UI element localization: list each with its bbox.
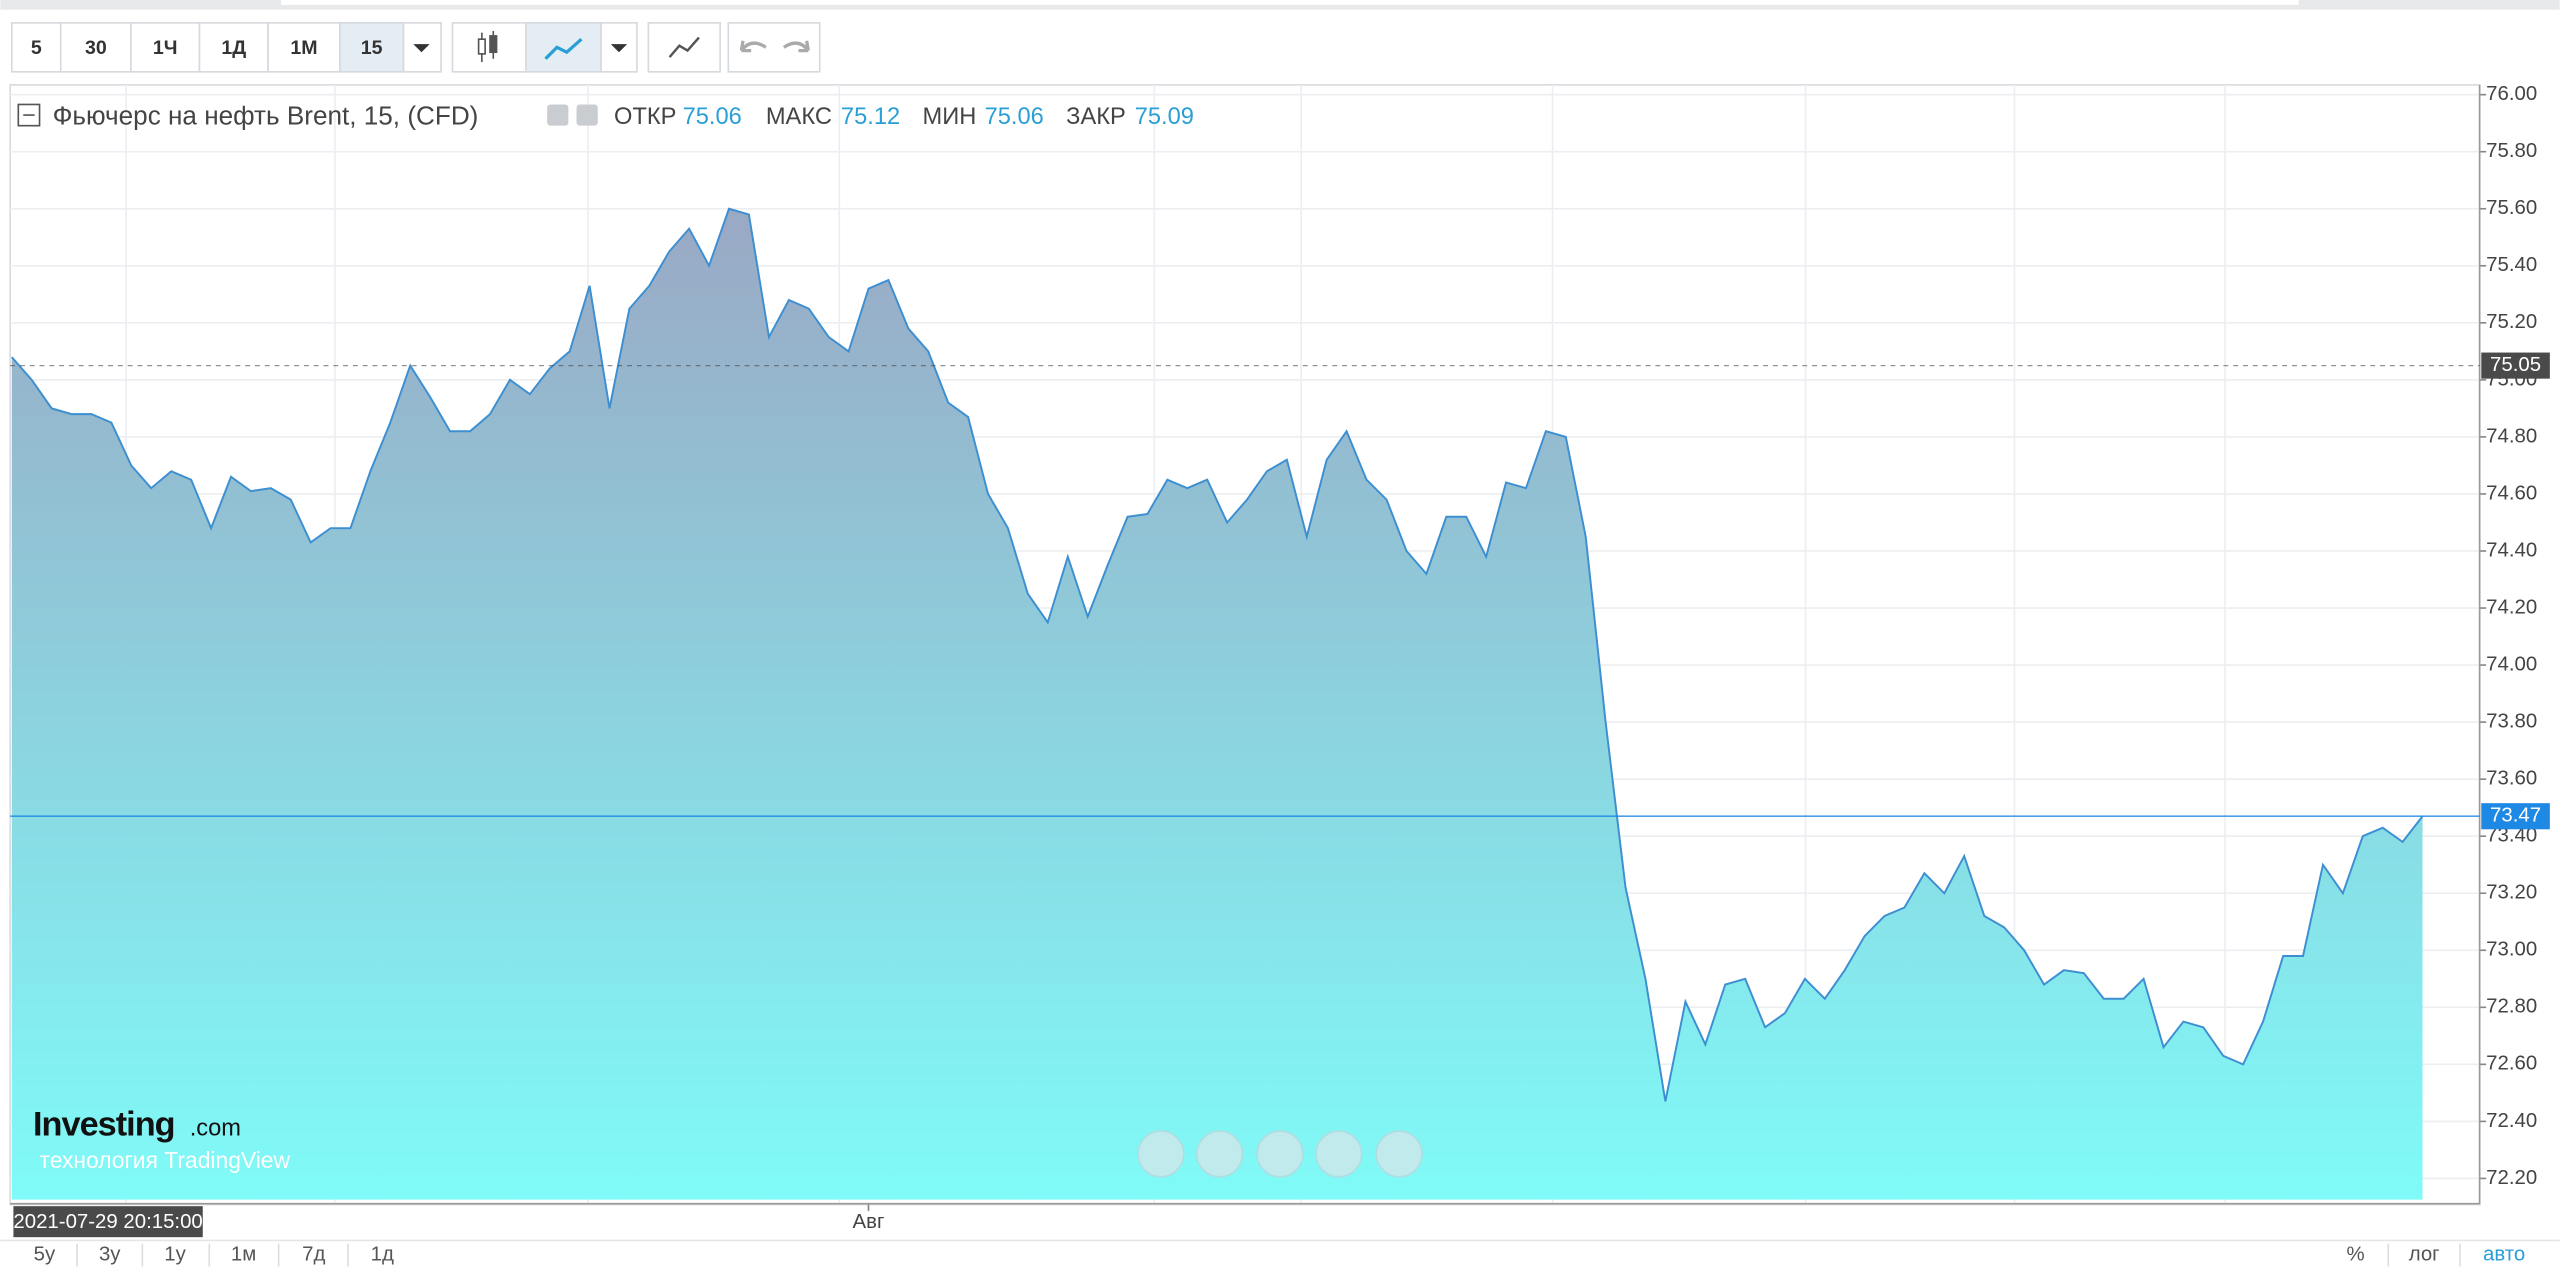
- range-button[interactable]: 1д: [371, 1244, 394, 1266]
- close-value: 75.09: [1135, 104, 1194, 130]
- interval-button[interactable]: [198, 22, 269, 73]
- y-tick-label: 73.40: [2486, 825, 2537, 847]
- price-label: 75.05: [2490, 354, 2541, 376]
- crosshair-time-box: [13, 1206, 203, 1238]
- plot: 72.20 72.40 72.60 72.80 73.00 73.20 73.40 73.60…: [10, 83, 2550, 1233]
- interval-label: 30: [85, 37, 107, 59]
- logo-name: Investing: [33, 1105, 175, 1143]
- navigation: [1137, 1130, 1423, 1178]
- range-button[interactable]: 5у: [34, 1244, 56, 1266]
- y-tick-label: 73.20: [2486, 882, 2537, 904]
- reset-button[interactable]: [1256, 1130, 1304, 1178]
- toolbar: 5 30 1Ч 1Д 1М 15: [10, 22, 821, 73]
- scroll-right-button[interactable]: [1375, 1130, 1423, 1178]
- high-value: 75.12: [841, 104, 900, 130]
- open-value: 75.06: [683, 104, 742, 130]
- y-tick-label: 73.00: [2486, 939, 2537, 961]
- high-label: МАКС: [766, 104, 832, 130]
- x-tick-label: Авг: [853, 1211, 885, 1233]
- logo-suffix: .com: [190, 1116, 241, 1142]
- top-strip-gap: [281, 0, 2299, 5]
- y-tick-label: 72.20: [2486, 1167, 2537, 1189]
- y-tick-label: 75.60: [2486, 197, 2537, 219]
- y-tick-label: 72.60: [2486, 1053, 2537, 1075]
- interval-label: 1Ч: [153, 37, 178, 59]
- interval-label: 1М: [290, 37, 317, 59]
- zoom-out-button[interactable]: [1195, 1130, 1244, 1178]
- price-line: [11, 207, 2424, 1102]
- low-label: МИН: [923, 104, 977, 130]
- price-label-box: [2481, 352, 2550, 379]
- range-button[interactable]: 7д: [302, 1244, 325, 1266]
- y-tick-label: 73.80: [2486, 711, 2537, 733]
- crosshair-time: 2021-07-29 20:15:00: [13, 1211, 202, 1233]
- interval-label: 5: [31, 37, 42, 59]
- interval-label: 1Д: [221, 37, 246, 59]
- y-tick-label: 74.20: [2486, 596, 2537, 618]
- range-button[interactable]: 1м: [231, 1244, 256, 1266]
- scale-option[interactable]: %: [2347, 1244, 2365, 1266]
- scroll-left-button[interactable]: [1137, 1130, 1185, 1178]
- interval-dropdown[interactable]: [402, 22, 442, 73]
- zoom-in-button[interactable]: [1315, 1130, 1363, 1178]
- y-tick-label: 75.20: [2486, 311, 2537, 333]
- indicators-icon: [668, 36, 700, 58]
- open-label: ОТКР: [614, 104, 676, 130]
- scale-option[interactable]: авто: [2483, 1244, 2525, 1266]
- y-tick-label: 75.40: [2486, 254, 2537, 276]
- legend-title: Фьючерс на нефть Brent, 15, (CFD): [53, 100, 479, 130]
- interval-label: 15: [361, 37, 383, 59]
- interval-button[interactable]: [10, 22, 62, 73]
- visibility-button[interactable]: [547, 104, 569, 126]
- y-tick-label: 72.40: [2486, 1110, 2537, 1132]
- y-tick-label: 72.80: [2486, 996, 2537, 1018]
- y-tick-label: 76.00: [2486, 83, 2537, 105]
- line-icon: [544, 37, 583, 60]
- range-button[interactable]: 3у: [99, 1244, 121, 1266]
- dropdown-arrow: [610, 44, 628, 53]
- price-label-box: [2481, 803, 2550, 830]
- y-tick-label: 74.80: [2486, 425, 2537, 447]
- settings-button[interactable]: [576, 104, 598, 126]
- y-tick-label: 75.80: [2486, 140, 2537, 162]
- y-tick-label: 74.60: [2486, 482, 2537, 504]
- close-label: ЗАКР: [1066, 104, 1126, 130]
- area: [11, 208, 2423, 1200]
- interval-button[interactable]: [267, 22, 341, 73]
- line-chart-button[interactable]: [525, 22, 602, 73]
- price-label: 73.47: [2490, 805, 2541, 827]
- dropdown-arrow: [413, 44, 430, 53]
- redo-button[interactable]: [782, 40, 810, 53]
- y-tick-label: 74.00: [2486, 653, 2537, 675]
- range-button[interactable]: 1у: [164, 1244, 186, 1266]
- overlay: Фьючерс на нефть Brent, 15, (CFD) ОТКР 7…: [0, 100, 2560, 1267]
- undo-button[interactable]: [739, 40, 767, 53]
- y-tick-label: 74.40: [2486, 539, 2537, 561]
- scale-option[interactable]: лог: [2409, 1244, 2440, 1266]
- logo-tagline: технология TradingView: [40, 1147, 291, 1173]
- y-tick-label: 73.60: [2486, 768, 2537, 790]
- low-value: 75.06: [985, 104, 1044, 130]
- interval-button[interactable]: [130, 22, 201, 73]
- candles-icon: [477, 31, 498, 63]
